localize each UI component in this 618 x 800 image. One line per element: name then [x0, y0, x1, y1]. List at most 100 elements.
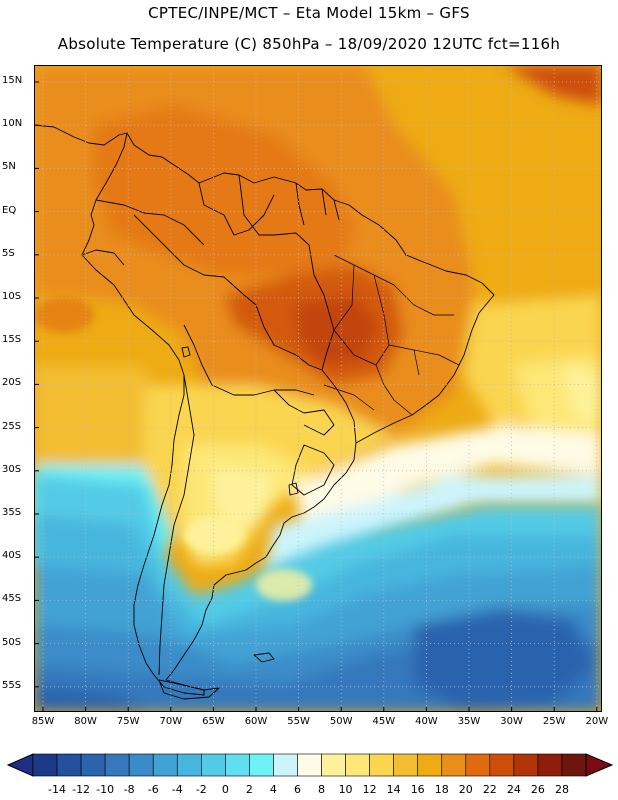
lon-label-65w: 65W — [202, 716, 225, 727]
map-subtitle: Absolute Temperature (C) 850hPa – 18/09/… — [57, 35, 561, 53]
border-ecuador — [81, 249, 125, 266]
colorbar-swatch — [80, 753, 106, 777]
central-america — [34, 124, 128, 146]
colorbar-label: -12 — [72, 783, 91, 796]
colorbar-swatch — [273, 753, 298, 777]
colorbar-swatch — [513, 753, 539, 777]
colorbar-label: 20 — [458, 783, 473, 796]
border-peru-bolivia — [133, 214, 323, 371]
lat-label-5n: 5N — [2, 161, 16, 173]
colorbar-label: 2 — [245, 783, 253, 796]
lon-label-20w: 20W — [585, 716, 609, 727]
colorbar-swatch — [297, 753, 322, 777]
lat-label-15n: 15N — [2, 75, 23, 86]
colorbar — [0, 748, 618, 786]
field-band-neg10 — [34, 685, 154, 712]
border-bolivia-chile — [183, 324, 315, 396]
continent-outline — [81, 132, 495, 696]
brazil-states — [323, 254, 460, 416]
colorbar-label: 0 — [221, 783, 229, 796]
map-title: CPTEC/INPE/MCT – Eta Model 15km – GFS — [148, 4, 470, 22]
colorbar-label: 14 — [386, 783, 401, 796]
colorbar-left-arrow — [6, 753, 34, 777]
lat-label-10n: 10N — [2, 118, 23, 130]
lat-label-45s: 45S — [2, 593, 22, 605]
lon-label-60w: 60W — [244, 716, 268, 727]
field-band-8 — [294, 425, 602, 535]
colorbar-swatch — [176, 753, 202, 777]
colorbar-label: 4 — [269, 783, 277, 796]
lagoa-dos-patos — [288, 482, 299, 496]
colorbar-swatch — [225, 753, 250, 777]
colorbar-swatch — [128, 753, 154, 777]
lat-label-15s: 15S — [2, 334, 22, 346]
lat-label-55s: 55S — [2, 679, 22, 691]
lat-label-20s: 20S — [2, 377, 22, 389]
lon-label-80w: 80W — [74, 716, 97, 727]
lake-titicaca — [181, 346, 191, 358]
colorbar-label: 26 — [530, 783, 545, 796]
map-border — [34, 65, 602, 712]
field-patch-southeast-pacific — [34, 297, 94, 333]
colorbar-swatch — [56, 753, 82, 777]
lon-label-70w: 70W — [159, 716, 183, 727]
colorbar-label: 6 — [293, 783, 301, 796]
lon-label-35w: 35W — [457, 716, 481, 727]
colorbar-label: 16 — [410, 783, 425, 796]
field-band-20-ne — [504, 65, 602, 105]
colorbar-label: -8 — [123, 783, 135, 796]
lat-label-10s: 10S — [2, 291, 22, 302]
colorbar-label: 12 — [362, 783, 377, 796]
colorbar-swatch — [104, 753, 130, 777]
lon-label-85w: 85W — [31, 716, 55, 727]
colorbar-label: 10 — [338, 783, 353, 796]
field-patch-patagonia — [256, 569, 312, 601]
colorbar-label: -2 — [195, 783, 207, 796]
lon-label-55w: 55W — [287, 716, 310, 727]
falklands — [253, 652, 275, 663]
border-brazil-west — [238, 174, 357, 444]
colorbar-label: -14 — [48, 783, 67, 796]
field-band-10-east — [564, 365, 602, 425]
field-band-10-south — [214, 465, 274, 535]
colorbar-label: 28 — [554, 783, 569, 796]
colorbar-swatch — [321, 753, 346, 777]
lat-label-25s: 25S — [2, 420, 22, 432]
field-band-20-north — [94, 105, 354, 275]
lat-label-5s: 5S — [2, 247, 15, 259]
border-peru-colombia — [95, 199, 205, 246]
colorbar-swatch — [561, 753, 587, 777]
colorbar-label: 8 — [318, 783, 326, 796]
colorbar-swatch — [537, 753, 563, 777]
colorbar-label: 24 — [506, 783, 521, 796]
colorbar-swatch — [369, 753, 394, 777]
colorbar-swatch — [32, 753, 58, 777]
border-argentina-chile — [158, 374, 195, 676]
lon-label-50w: 50W — [329, 716, 353, 727]
field-band-16-west — [34, 365, 164, 465]
lon-label-40w: 40W — [415, 716, 438, 727]
colorbar-right-arrow — [585, 753, 614, 777]
lat-label-30s: 30S — [2, 463, 22, 475]
border-paraguay — [273, 389, 335, 436]
colorbar-label: -10 — [96, 783, 115, 796]
colorbar-swatch — [417, 753, 443, 777]
colorbar-swatch — [393, 753, 418, 777]
temperature-map — [34, 65, 602, 712]
colorbar-swatch — [489, 753, 515, 777]
field-patch-south-cone — [184, 517, 244, 553]
border-uruguay — [291, 444, 335, 496]
border-venezuela — [198, 182, 275, 236]
lat-label-50s: 50S — [2, 636, 22, 648]
lat-label-35s: 35S — [2, 507, 22, 518]
colorbar-label: 22 — [482, 783, 497, 796]
lon-label-45w: 45W — [372, 716, 396, 727]
colorbar-swatch — [249, 753, 274, 777]
colorbar-swatch — [441, 753, 467, 777]
tierra-del-fuego — [158, 679, 220, 700]
lon-label-25w: 25W — [542, 716, 566, 727]
colorbar-swatch — [152, 753, 178, 777]
colorbar-label: -4 — [171, 783, 183, 796]
colorbar-label: -6 — [147, 783, 159, 796]
lat-label-eq: EQ — [2, 204, 17, 216]
